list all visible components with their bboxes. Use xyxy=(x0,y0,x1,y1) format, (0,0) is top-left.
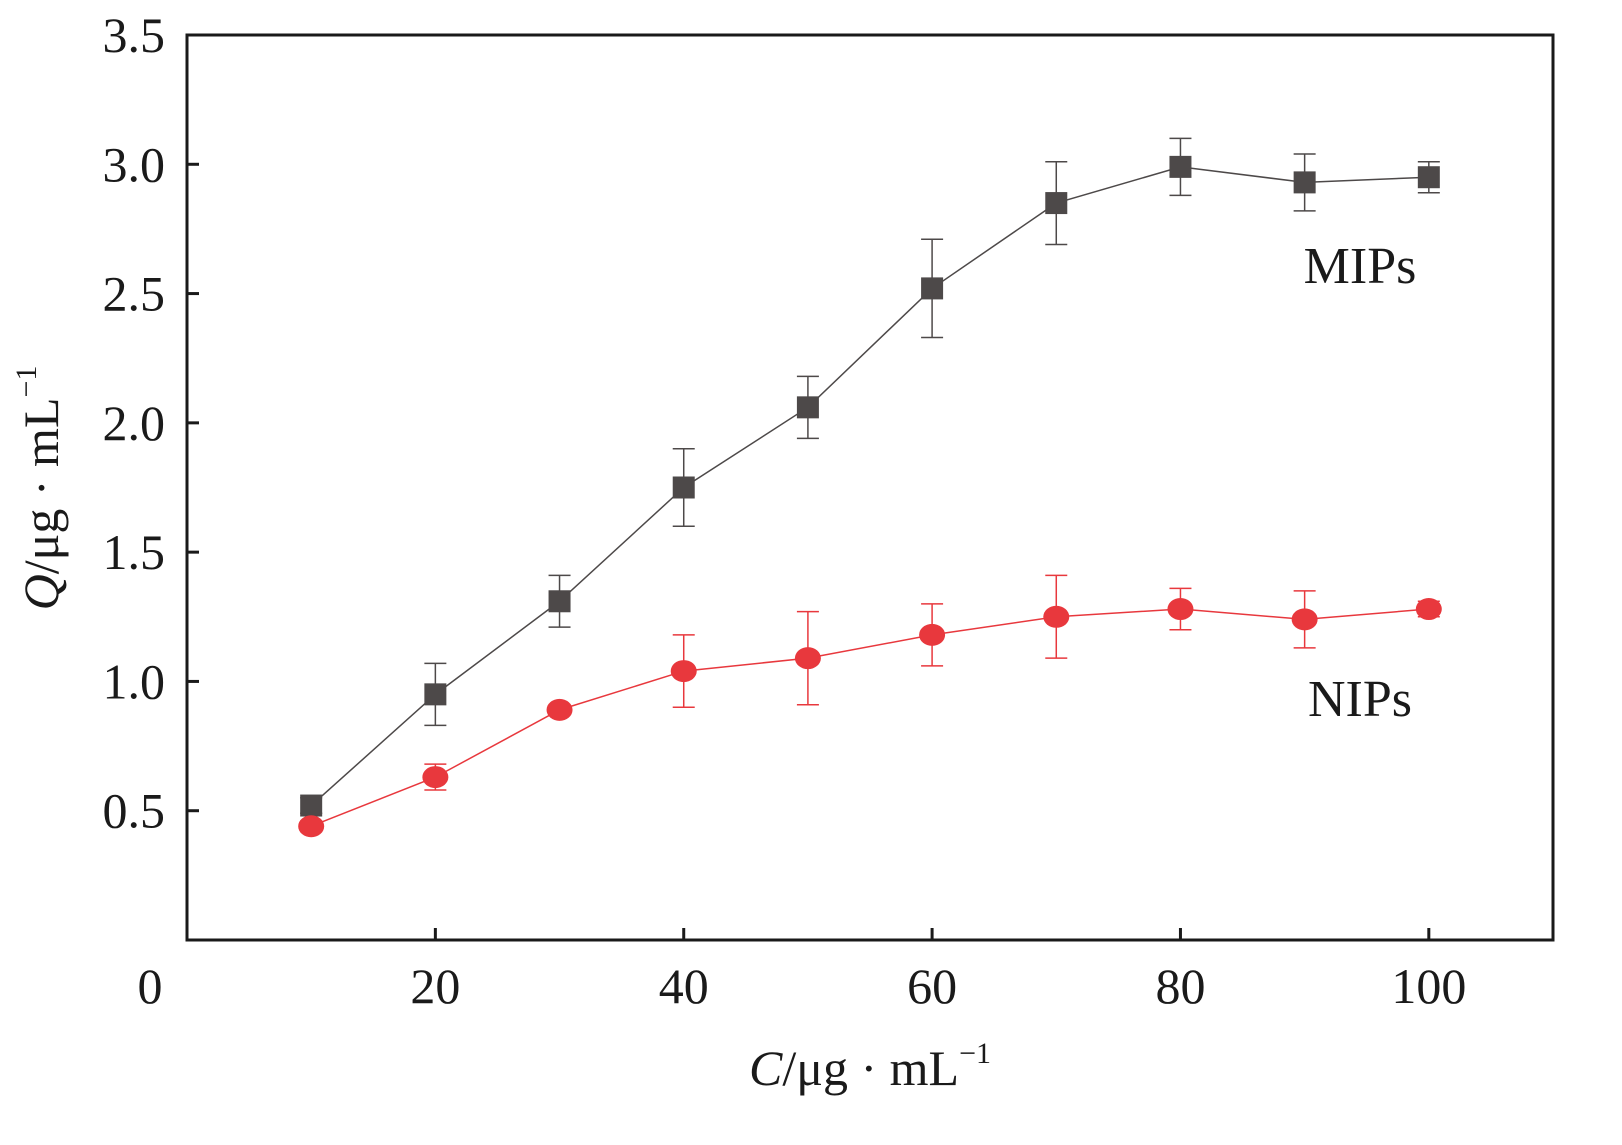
annotation-nips: NIPs xyxy=(1308,671,1412,728)
y-label-unit: /μg · mL xyxy=(13,398,69,575)
y-tick-label: 1.5 xyxy=(103,524,166,580)
series-mips xyxy=(300,137,1440,817)
data-point-nips xyxy=(794,647,821,670)
y-tick-label: 0.5 xyxy=(103,783,166,839)
y-tick-label: 3.0 xyxy=(103,136,166,192)
y-label-sup: −1 xyxy=(10,366,43,398)
data-point-nips xyxy=(1043,605,1070,628)
data-point-nips xyxy=(1167,598,1194,621)
data-point-mips xyxy=(1293,171,1316,194)
origin-label: 0 xyxy=(138,958,163,1014)
x-label-sup: −1 xyxy=(959,1037,991,1070)
series-nips xyxy=(298,574,1442,838)
y-label-var: Q xyxy=(13,574,69,610)
y-tick-label: 3.5 xyxy=(103,7,166,63)
ticks: 20 40 60 80 100 0.5 1.0 1.5 2.0 2.5 3.0 3.5 xyxy=(103,7,1467,1014)
annotation-mips: MIPs xyxy=(1304,238,1417,295)
data-point-mips xyxy=(921,277,944,300)
x-tick-label: 20 xyxy=(410,958,460,1014)
y-tick-label: 1.0 xyxy=(103,653,166,709)
series-line-mips xyxy=(310,166,1429,807)
data-point-nips xyxy=(298,815,325,838)
data-point-mips xyxy=(548,590,571,613)
data-point-nips xyxy=(1415,598,1442,621)
data-point-mips xyxy=(672,476,695,499)
y-tick-label: 2.0 xyxy=(103,395,166,451)
data-point-nips xyxy=(670,660,697,683)
data-point-mips xyxy=(796,396,819,419)
x-tick-label: 80 xyxy=(1155,958,1205,1014)
x-tick-label: 100 xyxy=(1391,958,1466,1014)
data-point-mips xyxy=(1169,155,1192,178)
data-point-nips xyxy=(546,698,573,721)
series-line-nips xyxy=(310,608,1429,827)
x-tick-label: 60 xyxy=(907,958,957,1014)
data-point-mips xyxy=(300,794,323,817)
x-axis-label: C/μg · mL−1 xyxy=(749,1037,991,1096)
x-label-var: C xyxy=(749,1040,783,1096)
data-point-nips xyxy=(422,766,449,789)
data-point-mips xyxy=(1045,192,1068,215)
data-point-nips xyxy=(919,623,946,646)
plot-marks xyxy=(298,137,1442,838)
data-point-mips xyxy=(1417,166,1440,189)
y-tick-label: 2.5 xyxy=(103,266,166,322)
y-axis-label: Q/μg · mL−1 xyxy=(10,366,69,611)
data-point-nips xyxy=(1291,608,1318,631)
x-label-unit: /μg · mL xyxy=(782,1040,959,1096)
plot-frame xyxy=(185,33,1555,942)
data-point-mips xyxy=(424,683,447,706)
x-tick-label: 40 xyxy=(659,958,709,1014)
